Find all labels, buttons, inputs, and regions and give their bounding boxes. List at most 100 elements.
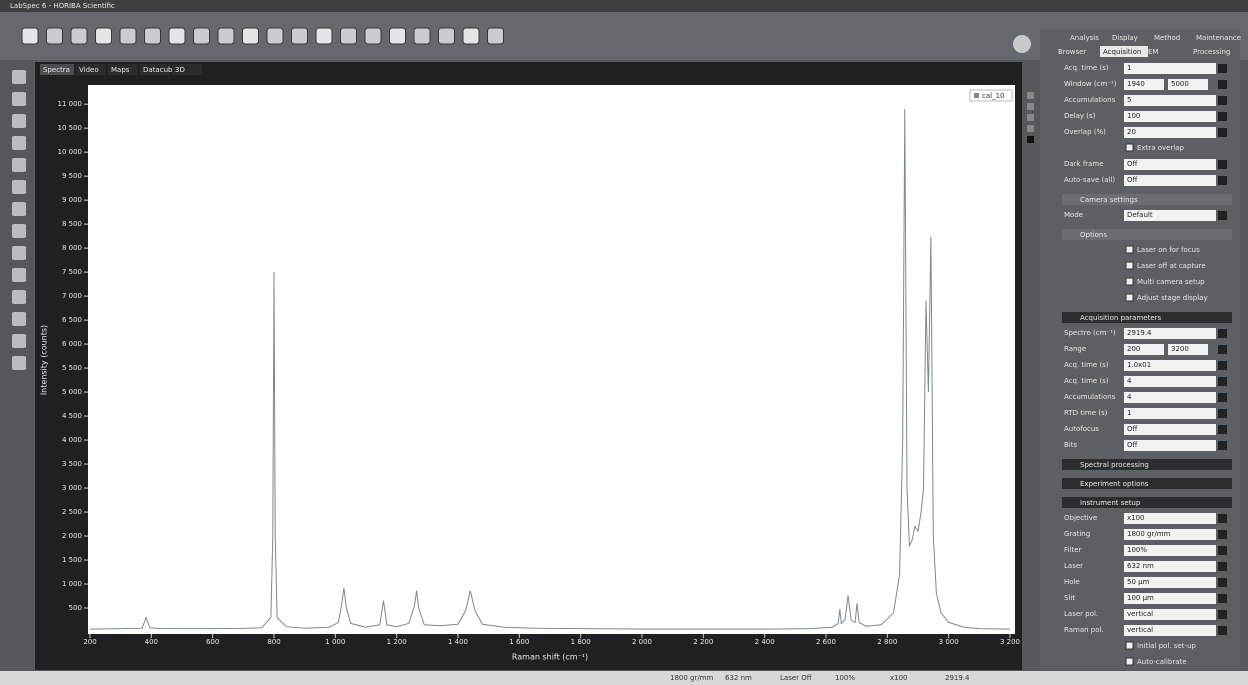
field-dropdown[interactable] (1218, 361, 1227, 370)
field-dropdown[interactable] (1218, 80, 1227, 89)
view-tab-label[interactable]: 3D (175, 66, 185, 74)
panel-tab[interactable]: Method (1154, 34, 1180, 42)
panel-tab[interactable]: Analysis (1070, 34, 1099, 42)
field-box[interactable] (1124, 360, 1216, 371)
field-box[interactable] (1124, 344, 1164, 355)
view-option[interactable] (1027, 103, 1034, 110)
section-header[interactable] (1062, 478, 1232, 489)
field-dropdown[interactable] (1218, 345, 1227, 354)
toolbar-button[interactable] (315, 27, 333, 45)
view-tab-label[interactable]: Video (79, 66, 99, 74)
section-title[interactable]: Acquisition parameters (1080, 314, 1162, 322)
field-box[interactable] (1168, 344, 1208, 355)
tool-button[interactable] (12, 180, 26, 194)
toolbar-button[interactable] (242, 27, 259, 45)
tool-button[interactable] (12, 312, 26, 326)
tool-button[interactable] (12, 136, 26, 150)
toolbar-button[interactable] (438, 27, 455, 45)
field-box[interactable] (1124, 79, 1164, 90)
field-dropdown[interactable] (1218, 329, 1227, 338)
section-title[interactable]: Instrument setup (1080, 499, 1141, 507)
field-dropdown[interactable] (1218, 176, 1227, 185)
field-box[interactable] (1168, 79, 1208, 90)
field-box[interactable] (1124, 95, 1216, 106)
view-tab[interactable] (172, 64, 202, 75)
field-box[interactable] (1124, 625, 1216, 636)
field-dropdown[interactable] (1218, 610, 1227, 619)
section-title[interactable]: Options (1080, 231, 1107, 239)
view-option[interactable] (1027, 136, 1034, 143)
tool-button[interactable] (12, 224, 26, 238)
section-title[interactable]: Experiment options (1080, 480, 1149, 488)
field-box[interactable] (1124, 424, 1216, 435)
field-box[interactable] (1124, 593, 1216, 604)
view-tab[interactable] (40, 64, 74, 75)
field-box[interactable] (1124, 210, 1216, 221)
tool-button[interactable] (12, 356, 26, 370)
toolbar-button[interactable] (95, 27, 112, 45)
view-tab[interactable] (140, 64, 170, 75)
field-dropdown[interactable] (1218, 128, 1227, 137)
field-dropdown[interactable] (1218, 594, 1227, 603)
panel-tab[interactable]: Processing (1193, 48, 1230, 56)
view-tab-label[interactable]: Maps (111, 66, 130, 74)
checkbox[interactable] (1125, 657, 1134, 666)
checkbox[interactable] (1125, 261, 1134, 270)
tool-button[interactable] (12, 246, 26, 260)
section-header[interactable] (1062, 312, 1232, 323)
field-dropdown[interactable] (1218, 377, 1227, 386)
toolbar-button[interactable] (389, 27, 406, 45)
view-tab[interactable] (76, 64, 106, 75)
field-box[interactable] (1124, 561, 1216, 572)
field-dropdown[interactable] (1218, 409, 1227, 418)
field-dropdown[interactable] (1218, 441, 1227, 450)
view-tab[interactable] (108, 64, 138, 75)
view-option[interactable] (1027, 92, 1034, 99)
field-box[interactable] (1124, 545, 1216, 556)
field-box[interactable] (1124, 328, 1216, 339)
toolbar-button[interactable] (21, 27, 39, 45)
field-box[interactable] (1124, 159, 1216, 170)
toolbar-button[interactable] (340, 27, 357, 45)
field-box[interactable] (1124, 513, 1216, 524)
checkbox[interactable] (1125, 143, 1134, 152)
tool-button[interactable] (12, 202, 26, 216)
view-tab-label[interactable]: Spectra (43, 66, 70, 74)
toolbar-button[interactable] (291, 27, 308, 45)
panel-tab[interactable]: Display (1112, 34, 1138, 42)
field-box[interactable] (1124, 127, 1216, 138)
field-dropdown[interactable] (1218, 578, 1227, 587)
field-dropdown[interactable] (1218, 546, 1227, 555)
toolbar-button[interactable] (217, 27, 235, 45)
field-box[interactable] (1124, 111, 1216, 122)
field-dropdown[interactable] (1218, 211, 1227, 220)
field-box[interactable] (1124, 609, 1216, 620)
tool-button[interactable] (12, 92, 26, 106)
toolbar-button[interactable] (193, 27, 210, 45)
view-option[interactable] (1027, 114, 1034, 121)
field-box[interactable] (1124, 577, 1216, 588)
section-header[interactable] (1062, 459, 1232, 470)
toolbar-button[interactable] (364, 27, 382, 45)
field-dropdown[interactable] (1218, 562, 1227, 571)
toolbar-button[interactable] (168, 27, 186, 45)
section-title[interactable]: Spectral processing (1080, 461, 1149, 469)
panel-tab[interactable]: Browser (1058, 48, 1086, 56)
field-dropdown[interactable] (1218, 425, 1227, 434)
field-box[interactable] (1124, 529, 1216, 540)
field-box[interactable] (1124, 408, 1216, 419)
section-header[interactable] (1062, 194, 1232, 205)
section-header[interactable] (1062, 497, 1232, 508)
toolbar-button[interactable] (487, 27, 504, 45)
panel-tab[interactable]: Acquisition (1103, 48, 1141, 56)
view-tab-label[interactable]: Datacube (143, 66, 177, 74)
checkbox[interactable] (1125, 277, 1134, 286)
field-box[interactable] (1124, 63, 1216, 74)
checkbox[interactable] (1125, 293, 1134, 302)
toolbar-button[interactable] (413, 27, 431, 45)
tool-button[interactable] (12, 114, 26, 128)
tool-button[interactable] (12, 268, 26, 282)
field-dropdown[interactable] (1218, 160, 1227, 169)
toolbar-button[interactable] (266, 27, 284, 45)
panel-tab[interactable]: Maintenance (1196, 34, 1241, 42)
